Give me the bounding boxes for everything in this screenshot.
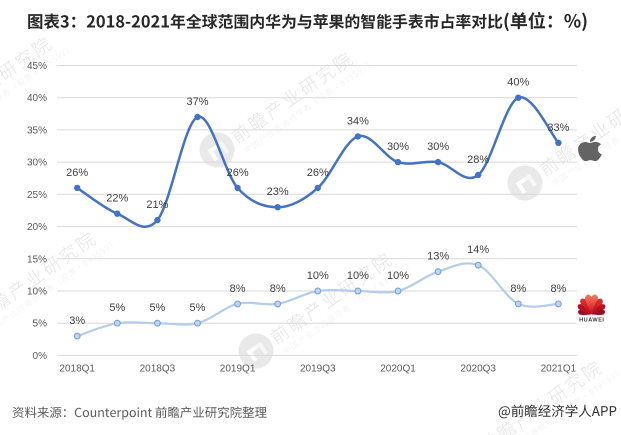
svg-text:30%: 30% [387,141,409,153]
svg-text:14%: 14% [467,244,489,256]
svg-text:10%: 10% [307,270,329,282]
svg-text:23%: 23% [267,186,289,198]
svg-text:2018Q3: 2018Q3 [140,364,176,375]
svg-text:5%: 5% [109,302,125,314]
svg-text:2019Q3: 2019Q3 [300,364,336,375]
svg-text:26%: 26% [66,167,88,179]
svg-text:10%: 10% [387,270,409,282]
svg-text:21%: 21% [146,199,168,211]
svg-text:30%: 30% [427,141,449,153]
svg-text:40%: 40% [27,93,47,104]
svg-text:2021Q1: 2021Q1 [541,364,577,375]
svg-text:34%: 34% [347,115,369,127]
svg-text:2020Q1: 2020Q1 [380,364,416,375]
svg-text:10%: 10% [347,270,369,282]
svg-text:20%: 20% [27,222,47,233]
svg-text:25%: 25% [27,190,47,201]
svg-text:15%: 15% [27,254,47,265]
svg-text:37%: 37% [186,96,208,108]
svg-text:22%: 22% [106,193,128,205]
svg-text:13%: 13% [427,251,449,263]
svg-text:2018Q1: 2018Q1 [59,364,95,375]
svg-text:40%: 40% [507,77,529,89]
svg-text:3%: 3% [69,315,85,327]
svg-text:8%: 8% [550,283,566,295]
svg-text:0%: 0% [33,351,48,362]
svg-text:HUAWEI: HUAWEI [579,318,604,324]
svg-text:5%: 5% [149,302,165,314]
svg-text:45%: 45% [27,61,47,72]
svg-text:8%: 8% [510,283,526,295]
svg-text:35%: 35% [27,125,47,136]
svg-text:30%: 30% [27,158,47,169]
svg-text:10%: 10% [27,287,47,298]
svg-text:5%: 5% [190,302,206,314]
svg-text:26%: 26% [227,167,249,179]
svg-text:5%: 5% [33,319,48,330]
svg-text:33%: 33% [547,122,569,134]
svg-text:2019Q1: 2019Q1 [220,364,256,375]
svg-text:2020Q3: 2020Q3 [460,364,496,375]
svg-text:28%: 28% [467,154,489,166]
svg-text:8%: 8% [270,283,286,295]
svg-text:8%: 8% [230,283,246,295]
svg-text:26%: 26% [307,167,329,179]
